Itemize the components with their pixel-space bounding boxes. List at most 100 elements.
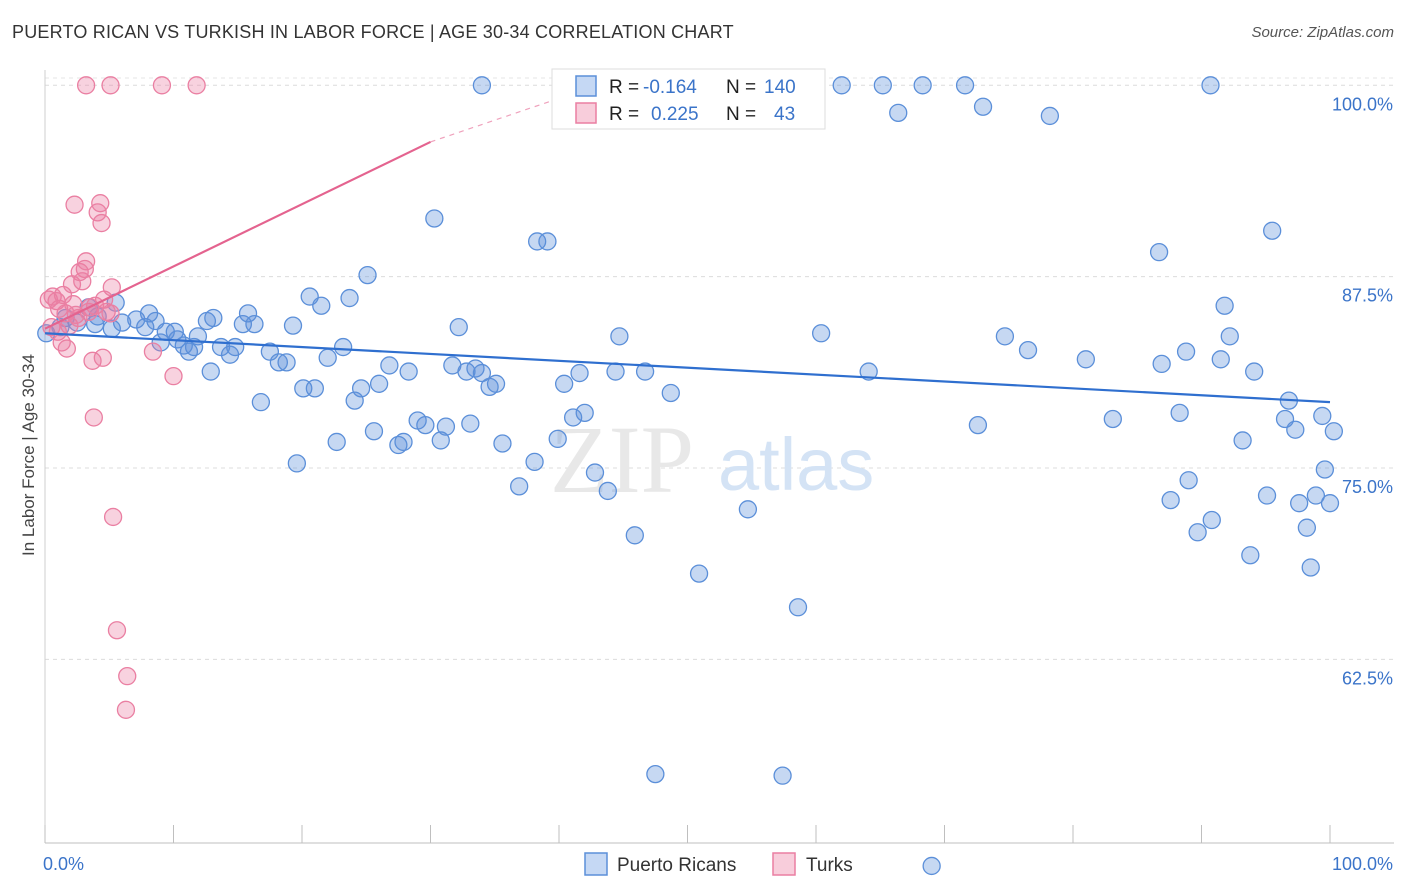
bottom-legend-puerto-ricans: Puerto Ricans: [617, 855, 736, 876]
legend-n-label-1: N =: [726, 77, 756, 98]
puerto-ricans-point-102: [1179, 471, 1198, 490]
puerto-ricans-point-116: [1290, 494, 1309, 513]
turks-point-18: [75, 259, 94, 279]
puerto-ricans-point-92: [968, 415, 988, 435]
puerto-ricans-point-9: [102, 319, 121, 338]
y-tick-label-0: 62.5%: [1342, 668, 1393, 688]
puerto-ricans-point-48: [364, 422, 384, 441]
turks-point-39: [76, 76, 96, 95]
puerto-ricans-point-93: [995, 327, 1015, 346]
puerto-ricans-point-107: [1220, 327, 1239, 346]
puerto-ricans-point-132: [873, 76, 892, 95]
puerto-ricans-point-29: [238, 304, 258, 323]
puerto-ricans-point-79: [606, 362, 625, 381]
puerto-ricans-point-104: [1202, 510, 1221, 530]
puerto-ricans-point-109: [1241, 546, 1260, 565]
turks-point-40: [101, 76, 120, 95]
puerto-ricans-point-36: [287, 454, 307, 473]
puerto-ricans-point-112: [1263, 221, 1282, 240]
puerto-ricans-point-123: [1324, 422, 1344, 441]
turks-point-41: [152, 76, 172, 95]
chart-title: PUERTO RICAN VS TURKISH IN LABOR FORCE |…: [12, 22, 734, 42]
puerto-ricans-point-89: [811, 324, 831, 343]
puerto-ricans-point-121: [1315, 460, 1335, 479]
puerto-ricans-point-62: [461, 414, 480, 433]
axes: [44, 70, 1394, 844]
puerto-ricans-point-134: [955, 76, 975, 95]
puerto-ricans-point-100: [1170, 403, 1189, 423]
turks-point-19: [76, 252, 96, 271]
turks-point-37: [143, 342, 163, 361]
puerto-ricans-point-86: [738, 500, 758, 519]
turks-point-31: [101, 304, 120, 323]
puerto-ricans-point-40: [312, 296, 331, 315]
turks-point-30: [93, 348, 112, 367]
puerto-ricans-point-105: [1211, 350, 1230, 369]
bottom-legend: Puerto Ricans Turks: [584, 852, 853, 876]
puerto-ricans-point-97: [1149, 243, 1169, 262]
turks-point-15: [65, 195, 84, 214]
puerto-ricans-point-77: [585, 463, 605, 482]
puerto-ricans-point-20: [184, 337, 204, 357]
puerto-ricans-point-67: [493, 434, 512, 453]
puerto-ricans-point-124: [472, 76, 492, 95]
puerto-ricans-point-117: [1297, 518, 1317, 537]
puerto-ricans-point-103: [1188, 523, 1207, 542]
puerto-ricans-point-110: [1245, 362, 1264, 381]
legend: R = -0.164 N = 140 R = 0.225 N = 43: [551, 68, 826, 130]
puerto-ricans-point-138: [1201, 76, 1220, 95]
x-tick-label-0: 0.0%: [43, 854, 84, 874]
puerto-ricans-point-64: [472, 363, 492, 383]
puerto-ricans-point-91: [922, 856, 941, 876]
turks-point-36: [116, 700, 136, 719]
puerto-ricans-point-84: [661, 383, 680, 403]
y-tick-labels: 62.5% 75.0% 87.5% 100.0%: [1332, 94, 1393, 688]
puerto-ricans-point-83: [646, 764, 665, 784]
turks-trend-line: [44, 140, 431, 330]
puerto-ricans-point-38: [305, 379, 325, 398]
puerto-ricans-point-90: [859, 362, 878, 381]
puerto-ricans-point-137: [1040, 106, 1060, 126]
puerto-ricans-point-82: [635, 362, 655, 381]
puerto-ricans-point-31: [251, 393, 271, 412]
puerto-ricans-point-43: [333, 337, 353, 357]
bottom-legend-turks: Turks: [806, 855, 853, 876]
puerto-ricans-point-108: [1233, 431, 1252, 450]
puerto-ricans-point-96: [1103, 409, 1122, 429]
y-axis-label: In Labor Force | Age 30-34: [19, 354, 38, 556]
puerto-ricans-point-69: [525, 452, 544, 472]
puerto-ricans-point-66: [486, 374, 506, 393]
puerto-ricans-point-87: [773, 766, 792, 785]
puerto-ricans-point-56: [425, 209, 444, 228]
puerto-ricans-point-23: [201, 362, 220, 381]
puerto-ricans-point-118: [1301, 558, 1320, 577]
watermark-atlas: atlas: [718, 423, 874, 506]
turks-point-26: [91, 194, 110, 213]
puerto-ricans-point-122: [1320, 494, 1340, 513]
puerto-ricans-point-47: [358, 265, 377, 285]
puerto-ricans-point-81: [625, 526, 644, 545]
puerto-ricans-point-49: [369, 374, 389, 393]
puerto-ricans-point-115: [1286, 420, 1305, 439]
legend-r-value-turks: 0.225: [651, 104, 699, 125]
puerto-ricans-point-119: [1306, 486, 1326, 505]
bottom-legend-swatch-turks: [772, 852, 796, 876]
puerto-ricans-point-24: [204, 308, 223, 328]
puerto-ricans-point-85: [689, 564, 709, 583]
legend-r-label-1: R =: [609, 77, 639, 98]
legend-swatch-turks: [575, 102, 597, 124]
puerto-ricans-trend-line: [44, 332, 1331, 404]
puerto-ricans-point-34: [277, 353, 296, 372]
trend-lines: [44, 84, 1331, 404]
puerto-ricans-point-42: [327, 432, 346, 452]
bottom-legend-swatch-puerto-ricans: [584, 852, 608, 876]
turks-point-42: [187, 76, 206, 95]
puerto-ricans-point-95: [1076, 350, 1095, 369]
turks-point-13: [57, 339, 76, 358]
legend-swatch-puerto-ricans: [575, 75, 597, 97]
turks-point-22: [83, 351, 102, 370]
puerto-ricans-point-50: [380, 356, 399, 375]
puerto-ricans-point-80: [610, 327, 629, 346]
puerto-ricans-point-27: [226, 337, 245, 357]
puerto-ricans-point-75: [570, 363, 589, 383]
